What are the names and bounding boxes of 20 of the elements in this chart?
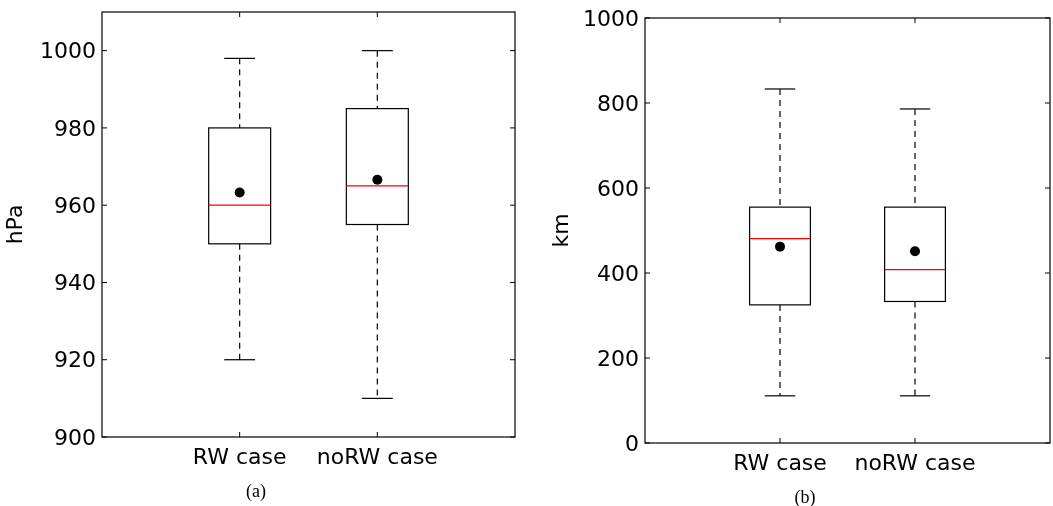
x-tick-label: RW case <box>192 444 287 469</box>
y-tick-label: 0 <box>625 430 639 456</box>
y-tick-label: 960 <box>54 192 96 218</box>
y-tick-label: 400 <box>597 260 639 286</box>
y-tick-label: 920 <box>54 347 96 373</box>
y-tick-label: 940 <box>54 270 96 296</box>
y-tick-label: 980 <box>54 115 96 141</box>
y-tick-label: 600 <box>597 175 639 201</box>
x-tick-label: noRW case <box>854 450 976 475</box>
y-axis-title: hPa <box>2 204 27 245</box>
x-tick-label: noRW case <box>316 444 438 469</box>
y-axis-title: km <box>548 213 573 248</box>
y-tick-label: 200 <box>597 345 639 371</box>
y-tick-label: 1000 <box>40 38 96 64</box>
y-tick-label: 900 <box>54 424 96 450</box>
y-tick-label: 1000 <box>583 5 639 31</box>
text: (b) <box>794 487 816 506</box>
x-tick-label: RW case <box>733 450 827 475</box>
y-tick-label: 800 <box>597 90 639 116</box>
text: (a) <box>246 481 266 502</box>
